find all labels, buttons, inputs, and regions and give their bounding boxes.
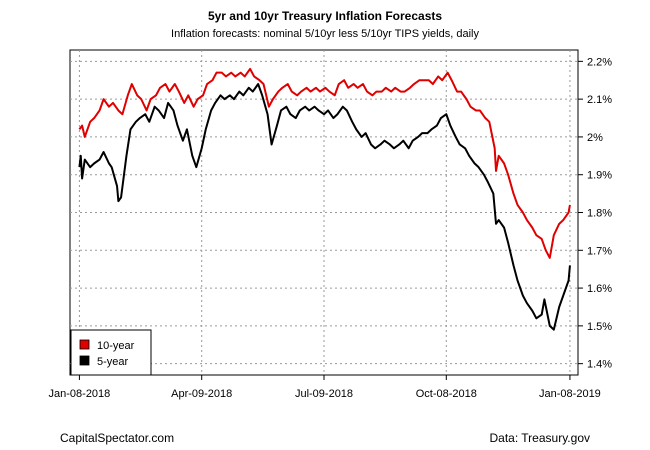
legend-swatch: [79, 355, 90, 366]
y-tick-label: 1.7%: [587, 245, 612, 257]
y-tick-label: 1.9%: [587, 170, 612, 182]
x-tick-label: Apr-09-2018: [171, 388, 232, 400]
y-tick-label: 2%: [587, 132, 603, 144]
y-tick-label: 2.1%: [587, 94, 612, 106]
axis-layer: 1.4% 1.5% 1.6% 1.7% 1.8% 1.9% 2% 2.1% 2.2% Jan-08…: [49, 56, 613, 400]
series-line-10-year: [78, 67, 571, 259]
y-tick-label: 1.6%: [587, 283, 612, 295]
footer-data-source: Data: Treasury.gov: [489, 431, 591, 445]
chart-subtitle: Inflation forecasts: nominal 5/10yr less…: [171, 28, 479, 40]
legend: 10-year 5-year: [70, 329, 152, 376]
grid-layer: [70, 50, 578, 375]
chart-title: 5yr and 10yr Treasury Inflation Forecast…: [207, 9, 443, 23]
x-tick-label: Jul-09-2018: [295, 388, 353, 400]
legend-label: 10-year: [97, 340, 135, 352]
legend-swatch: [79, 339, 90, 350]
y-tick-label: 2.2%: [587, 56, 612, 68]
footer-source-site: CapitalSpectator.com: [60, 431, 175, 445]
y-tick-label: 1.5%: [587, 321, 612, 333]
x-tick-label: Jan-08-2018: [49, 388, 111, 400]
legend-label: 5-year: [97, 356, 129, 368]
x-tick-label: Oct-08-2018: [416, 388, 477, 400]
series-line-5-year: [78, 83, 571, 331]
y-tick-label: 1.4%: [587, 359, 612, 371]
y-tick-label: 1.8%: [587, 208, 612, 220]
x-tick-label: Jan-08-2019: [539, 388, 601, 400]
series-layer: [78, 67, 571, 331]
legend-box: [70, 329, 152, 376]
